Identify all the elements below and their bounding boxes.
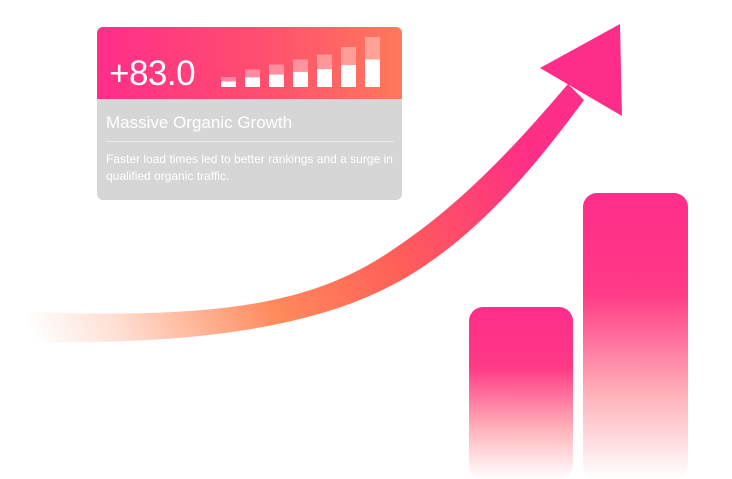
card-description: Faster load times led to better rankings… [106,152,393,183]
mini-bar [269,74,284,87]
mini-bar [317,69,332,87]
card-title: Massive Organic Growth [106,113,293,132]
arrow-head [540,24,622,116]
growth-bar-large [583,193,688,479]
trend-up-arrow-icon [28,84,584,343]
card-divider [106,141,394,142]
mini-bar [293,71,308,87]
mini-bar [245,77,260,87]
mini-bar-chart-icon [221,37,380,87]
mini-bar [341,65,356,87]
card-header: +83.0 [97,27,402,99]
mini-bar [365,59,380,87]
growth-card: +83.0 Massive Organic Growth Faster load… [97,27,402,200]
growth-bar-small [469,307,573,479]
stat-value: +83.0 [109,54,196,93]
mini-bar [221,81,236,87]
